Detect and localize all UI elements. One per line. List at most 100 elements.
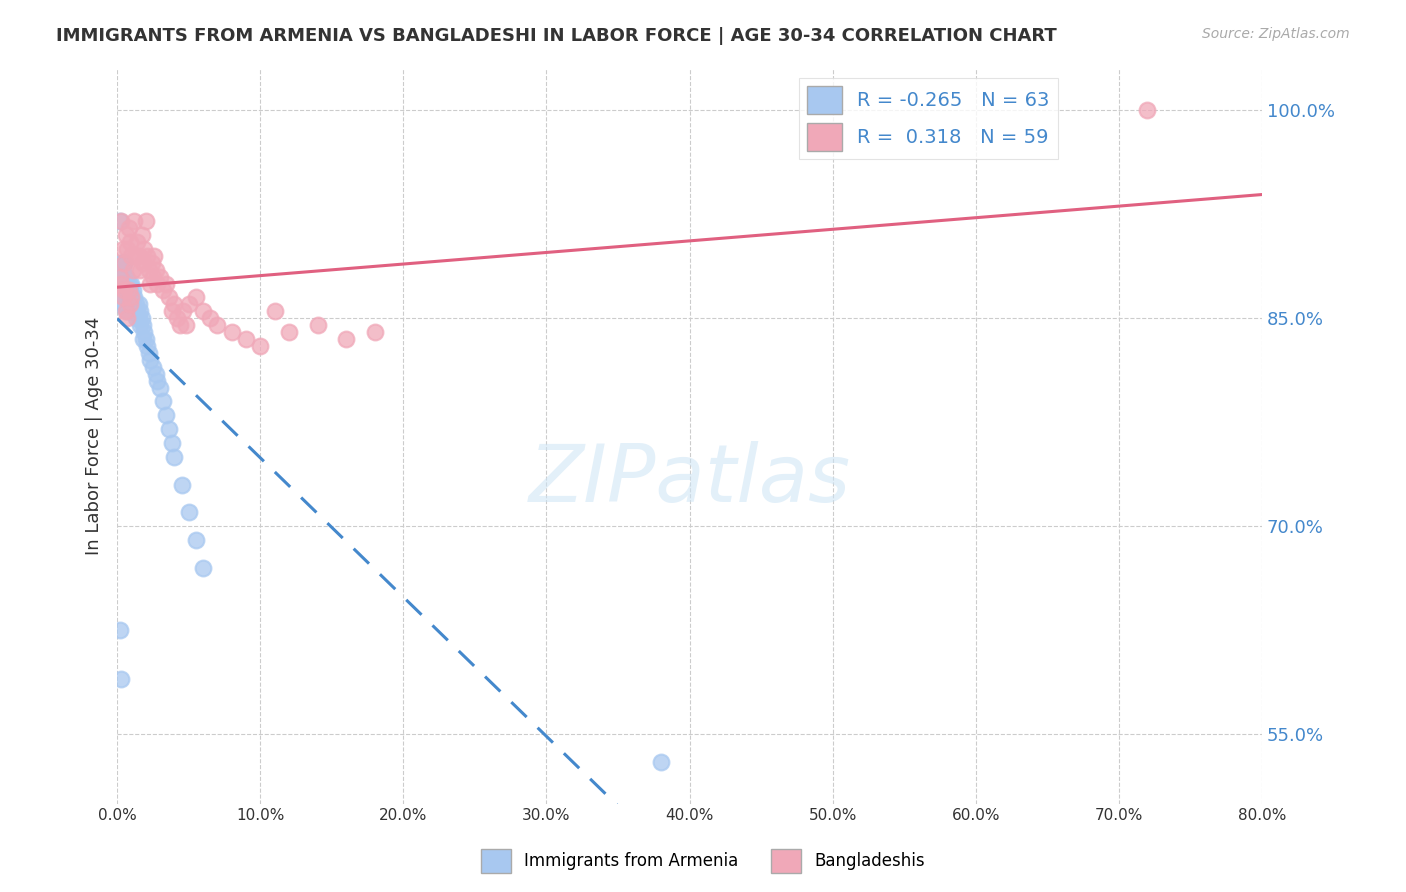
Point — [163, 450, 186, 464]
Point — [650, 755, 672, 769]
Point — [139, 352, 162, 367]
Point — [135, 332, 157, 346]
Point — [111, 290, 134, 304]
Point — [149, 380, 172, 394]
Point — [191, 304, 214, 318]
Point — [115, 311, 138, 326]
Text: ZIPatlas: ZIPatlas — [529, 442, 851, 519]
Point — [152, 394, 174, 409]
Point — [132, 256, 155, 270]
Point — [120, 235, 142, 249]
Point — [114, 290, 136, 304]
Point — [131, 227, 153, 242]
Point — [115, 284, 138, 298]
Point — [107, 277, 129, 291]
Point — [117, 277, 139, 291]
Legend: Immigrants from Armenia, Bangladeshis: Immigrants from Armenia, Bangladeshis — [474, 842, 932, 880]
Point — [111, 262, 134, 277]
Point — [121, 249, 143, 263]
Point — [134, 325, 156, 339]
Point — [135, 214, 157, 228]
Point — [172, 304, 194, 318]
Point — [129, 262, 152, 277]
Point — [155, 409, 177, 423]
Point — [1136, 103, 1159, 117]
Point — [110, 269, 132, 284]
Point — [112, 277, 135, 291]
Point — [120, 297, 142, 311]
Point — [131, 311, 153, 326]
Point — [110, 297, 132, 311]
Point — [125, 297, 148, 311]
Point — [128, 311, 150, 326]
Point — [129, 304, 152, 318]
Point — [112, 269, 135, 284]
Point — [155, 277, 177, 291]
Point — [127, 304, 149, 318]
Point — [146, 277, 169, 291]
Y-axis label: In Labor Force | Age 30-34: In Labor Force | Age 30-34 — [86, 317, 103, 555]
Point — [115, 277, 138, 291]
Point — [157, 422, 180, 436]
Point — [120, 297, 142, 311]
Point — [136, 249, 159, 263]
Point — [166, 311, 188, 326]
Point — [114, 227, 136, 242]
Point — [110, 277, 132, 291]
Point — [177, 505, 200, 519]
Point — [184, 290, 207, 304]
Point — [174, 318, 197, 332]
Point — [124, 290, 146, 304]
Point — [160, 436, 183, 450]
Point — [125, 249, 148, 263]
Point — [263, 304, 285, 318]
Point — [139, 277, 162, 291]
Point — [134, 242, 156, 256]
Point — [335, 332, 357, 346]
Point — [160, 304, 183, 318]
Point — [207, 318, 229, 332]
Point — [163, 297, 186, 311]
Point — [129, 318, 152, 332]
Point — [191, 561, 214, 575]
Point — [112, 256, 135, 270]
Point — [143, 249, 166, 263]
Point — [235, 332, 257, 346]
Point — [142, 269, 165, 284]
Point — [108, 214, 131, 228]
Point — [145, 262, 167, 277]
Point — [128, 249, 150, 263]
Point — [111, 284, 134, 298]
Point — [108, 624, 131, 638]
Point — [152, 284, 174, 298]
Point — [110, 256, 132, 270]
Point — [125, 311, 148, 326]
Point — [112, 256, 135, 270]
Point — [114, 269, 136, 284]
Point — [141, 256, 163, 270]
Point — [124, 214, 146, 228]
Point — [157, 290, 180, 304]
Point — [249, 339, 271, 353]
Point — [110, 214, 132, 228]
Point — [117, 304, 139, 318]
Point — [121, 290, 143, 304]
Point — [122, 262, 145, 277]
Point — [108, 284, 131, 298]
Point — [122, 297, 145, 311]
Point — [111, 242, 134, 256]
Point — [138, 346, 160, 360]
Point — [112, 284, 135, 298]
Point — [145, 367, 167, 381]
Point — [108, 269, 131, 284]
Point — [127, 235, 149, 249]
Text: Source: ZipAtlas.com: Source: ZipAtlas.com — [1202, 27, 1350, 41]
Point — [136, 339, 159, 353]
Point — [114, 304, 136, 318]
Point — [111, 256, 134, 270]
Point — [364, 325, 387, 339]
Point — [115, 242, 138, 256]
Point — [307, 318, 329, 332]
Point — [177, 297, 200, 311]
Point — [184, 533, 207, 547]
